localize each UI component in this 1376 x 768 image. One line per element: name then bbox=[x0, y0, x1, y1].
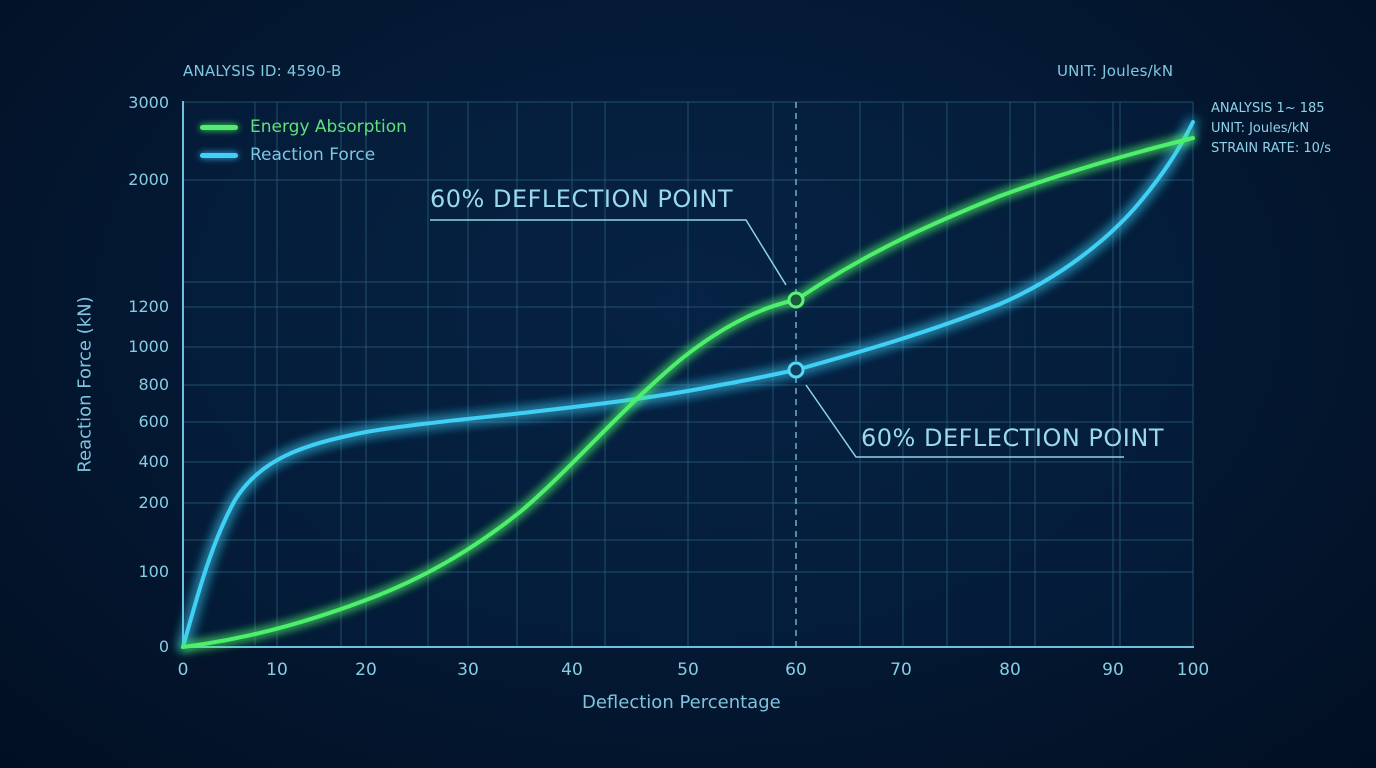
x-tick-30: 30 bbox=[457, 660, 479, 680]
reaction-force-curve bbox=[181, 120, 1195, 649]
y-axis-title: Reaction Force (kN) bbox=[74, 296, 96, 473]
chart-legend: Energy Absorption Reaction Force bbox=[200, 113, 407, 169]
y-tick-600: 600 bbox=[138, 412, 169, 431]
y-tick-200: 200 bbox=[138, 493, 169, 512]
x-tick-90: 90 bbox=[1102, 660, 1124, 680]
y-axis-title-wrap: Reaction Force (kN) bbox=[0, 296, 185, 472]
side-info-panel: ANALYSIS 1~ 185 UNIT: Joules/kN STRAIN R… bbox=[1211, 99, 1331, 159]
y-tick-2000: 2000 bbox=[128, 170, 169, 189]
legend-label-energy: Energy Absorption bbox=[250, 117, 407, 137]
x-tick-40: 40 bbox=[561, 660, 583, 680]
y-tick-400: 400 bbox=[138, 452, 169, 471]
horizontal-gridlines bbox=[183, 101, 1193, 573]
y-tick-1200: 1200 bbox=[128, 297, 169, 316]
y-tick-3000: 3000 bbox=[128, 93, 169, 112]
legend-item-reaction-force[interactable]: Reaction Force bbox=[200, 141, 407, 169]
legend-item-energy-absorption[interactable]: Energy Absorption bbox=[200, 113, 407, 141]
legend-swatch-blue bbox=[200, 152, 238, 158]
x-tick-80: 80 bbox=[999, 660, 1021, 680]
legend-label-force: Reaction Force bbox=[250, 145, 376, 165]
x-tick-100: 100 bbox=[1176, 660, 1210, 680]
y-tick-0: 0 bbox=[158, 637, 169, 656]
energy-60-marker[interactable] bbox=[787, 291, 805, 309]
side-info-strain-rate: STRAIN RATE: 10/s bbox=[1211, 141, 1332, 156]
analysis-id-label: ANALYSIS ID: 4590-B bbox=[183, 62, 342, 80]
x-tick-0: 0 bbox=[177, 660, 189, 680]
x-tick-70: 70 bbox=[890, 660, 912, 680]
upper-callout-leader bbox=[430, 219, 787, 286]
energy-absorption-curve bbox=[181, 136, 1195, 649]
y-tick-800: 800 bbox=[138, 375, 169, 394]
lower-annotation-label: 60% DEFLECTION POINT bbox=[861, 424, 1164, 452]
y-tick-1000: 1000 bbox=[128, 337, 169, 356]
x-tick-20: 20 bbox=[355, 660, 377, 680]
lower-callout-leader bbox=[805, 384, 1124, 458]
unit-label: UNIT: Joules/kN bbox=[1057, 62, 1174, 80]
x-tick-60: 60 bbox=[785, 660, 807, 680]
x-tick-10: 10 bbox=[266, 660, 288, 680]
x-axis-title: Deflection Percentage bbox=[582, 692, 781, 713]
x-tick-50: 50 bbox=[677, 660, 699, 680]
legend-swatch-green bbox=[200, 124, 238, 130]
upper-annotation-label: 60% DEFLECTION POINT bbox=[430, 185, 733, 213]
force-60-marker[interactable] bbox=[787, 361, 805, 379]
side-info-analysis: ANALYSIS 1~ 185 bbox=[1211, 101, 1325, 116]
y-tick-100: 100 bbox=[138, 562, 169, 581]
side-info-unit: UNIT: Joules/kN bbox=[1211, 121, 1310, 136]
